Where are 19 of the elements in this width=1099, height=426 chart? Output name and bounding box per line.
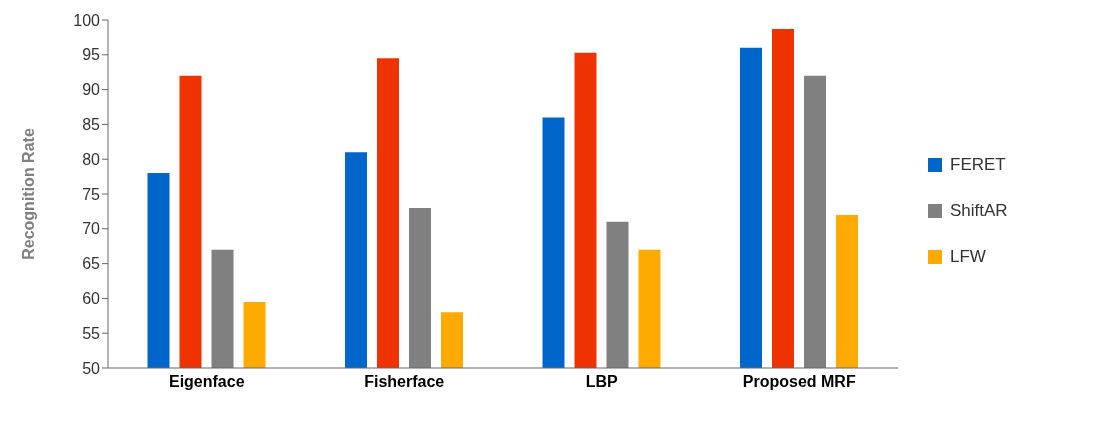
y-tick-label: 85 bbox=[82, 116, 101, 134]
legend-label: LFW bbox=[950, 246, 986, 267]
x-tick-label: Fisherface bbox=[364, 373, 445, 391]
y-tick-label: 65 bbox=[82, 255, 101, 273]
y-tick-label: 95 bbox=[82, 46, 101, 64]
y-tick-label: 80 bbox=[82, 150, 101, 168]
y-tick-label: 60 bbox=[82, 290, 101, 308]
x-tick-label: LBP bbox=[585, 373, 619, 391]
y-tick-label: 70 bbox=[82, 220, 101, 238]
y-tick-label: 55 bbox=[82, 324, 101, 342]
x-tick-label: Eigenface bbox=[168, 373, 245, 391]
y-tick-label: 50 bbox=[82, 359, 101, 377]
legend-label: FERET bbox=[950, 154, 1006, 175]
y-tick-label: 90 bbox=[82, 81, 101, 99]
y-tick-label: 100 bbox=[73, 11, 101, 29]
y-axis-title: Recognition Rate bbox=[19, 128, 37, 260]
legend-label: ShiftAR bbox=[950, 200, 1008, 221]
x-tick-label: Proposed MRF bbox=[742, 373, 856, 391]
y-tick-label: 75 bbox=[82, 185, 101, 203]
